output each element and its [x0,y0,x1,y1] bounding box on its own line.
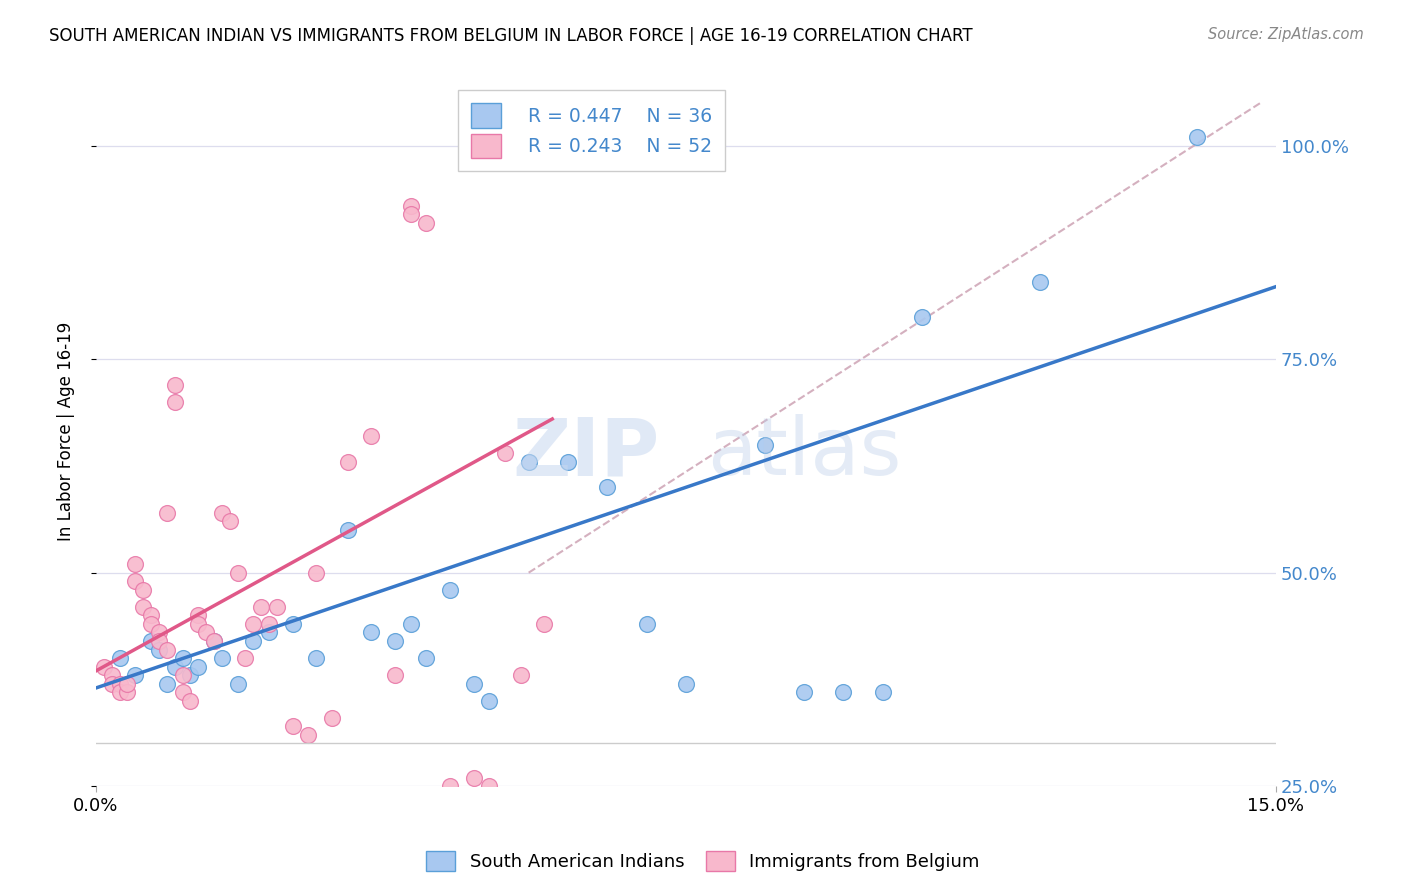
Point [533,616,555,631]
Y-axis label: In Labor Force | Age 16-19: In Labor Force | Age 16-19 [58,322,75,541]
Point [156,506,179,520]
Point [336,455,359,469]
Point [139,634,162,648]
Point [439,582,461,597]
Point [478,694,501,708]
Legend: South American Indians, Immigrants from Belgium: South American Indians, Immigrants from … [419,844,987,879]
Legend:   R = 0.447    N = 36,   R = 0.243    N = 52: R = 0.447 N = 36, R = 0.243 N = 52 [458,90,725,171]
Point [139,616,162,631]
Point [415,651,437,665]
Point [305,566,328,580]
Point [235,651,257,665]
Point [195,625,218,640]
Point [526,864,548,879]
Point [242,616,264,631]
Point [463,771,485,785]
Point [156,676,179,690]
Point [211,506,233,520]
Point [266,599,288,614]
Point [100,676,122,690]
Point [93,659,115,673]
Point [250,599,273,614]
Point [124,557,146,571]
Point [242,634,264,648]
Point [163,659,186,673]
Point [163,395,186,409]
Point [478,779,501,793]
Point [100,668,122,682]
Point [596,480,619,494]
Point [156,642,179,657]
Point [439,779,461,793]
Point [139,608,162,623]
Point [218,515,240,529]
Point [360,625,382,640]
Point [202,634,225,648]
Point [911,310,934,324]
Text: Source: ZipAtlas.com: Source: ZipAtlas.com [1208,27,1364,42]
Point [187,659,209,673]
Point [108,676,131,690]
Point [399,616,422,631]
Point [384,634,406,648]
Point [281,719,304,733]
Point [463,676,485,690]
Point [494,446,516,460]
Text: atlas: atlas [707,414,901,492]
Point [384,668,406,682]
Text: ZIP: ZIP [512,414,659,492]
Text: SOUTH AMERICAN INDIAN VS IMMIGRANTS FROM BELGIUM IN LABOR FORCE | AGE 16-19 CORR: SOUTH AMERICAN INDIAN VS IMMIGRANTS FROM… [49,27,973,45]
Point [163,377,186,392]
Point [179,694,201,708]
Point [226,676,249,690]
Point [187,616,209,631]
Point [187,608,209,623]
Point [793,685,815,699]
Point [257,625,280,640]
Point [754,437,776,451]
Point [179,668,201,682]
Point [202,634,225,648]
Point [148,634,170,648]
Point [305,651,328,665]
Point [132,582,155,597]
Point [172,651,194,665]
Point [117,685,139,699]
Point [557,455,579,469]
Point [281,616,304,631]
Point [148,625,170,640]
Point [1029,276,1052,290]
Point [257,616,280,631]
Point [117,676,139,690]
Point [336,523,359,537]
Point [675,676,697,690]
Point [172,685,194,699]
Point [211,651,233,665]
Point [226,566,249,580]
Point [832,685,855,699]
Point [132,599,155,614]
Point [541,881,564,892]
Point [509,668,531,682]
Point [1187,130,1209,145]
Point [108,685,131,699]
Point [124,668,146,682]
Point [108,651,131,665]
Point [399,198,422,212]
Point [148,642,170,657]
Point [297,728,319,742]
Point [517,455,540,469]
Point [321,711,343,725]
Point [124,574,146,589]
Point [636,616,658,631]
Point [399,207,422,221]
Point [415,216,437,230]
Point [872,685,894,699]
Point [172,668,194,682]
Point [360,429,382,443]
